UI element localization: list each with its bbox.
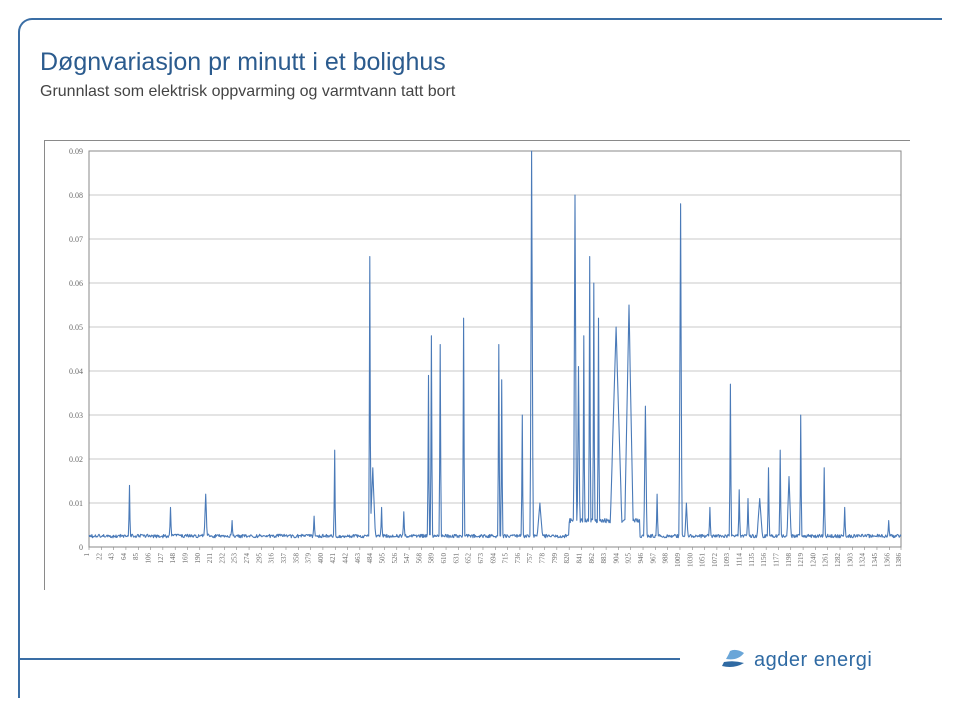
- svg-text:295: 295: [255, 553, 263, 564]
- svg-text:883: 883: [600, 553, 608, 564]
- line-chart: 0 0.01 0.02 0.03 0.04 0.05 0.06 0.07 0.08 0.09 1 22…: [44, 140, 910, 590]
- svg-text:1198: 1198: [785, 553, 793, 567]
- svg-text:1030: 1030: [686, 553, 694, 568]
- svg-text:1051: 1051: [699, 553, 707, 568]
- svg-text:0.04: 0.04: [69, 367, 83, 376]
- svg-text:715: 715: [502, 553, 510, 564]
- slide-subtitle: Grunnlast som elektrisk oppvarming og va…: [40, 83, 920, 101]
- svg-text:736: 736: [514, 553, 522, 564]
- svg-text:148: 148: [169, 553, 177, 564]
- svg-text:589: 589: [428, 553, 436, 564]
- svg-text:1303: 1303: [846, 553, 854, 568]
- slide-title: Døgnvariasjon pr minutt i et bolighus: [40, 48, 920, 77]
- svg-text:862: 862: [588, 553, 596, 564]
- svg-text:946: 946: [637, 553, 645, 564]
- svg-text:211: 211: [206, 553, 214, 564]
- svg-text:85: 85: [132, 553, 140, 561]
- svg-text:190: 190: [194, 553, 202, 564]
- svg-text:1177: 1177: [772, 553, 780, 567]
- svg-text:568: 568: [415, 553, 423, 564]
- svg-text:463: 463: [354, 553, 362, 564]
- svg-text:1: 1: [83, 553, 91, 557]
- svg-text:0.03: 0.03: [69, 411, 83, 420]
- chart-svg: 0 0.01 0.02 0.03 0.04 0.05 0.06 0.07 0.08 0.09 1 22…: [45, 141, 911, 591]
- svg-text:1093: 1093: [723, 553, 731, 568]
- svg-text:127: 127: [157, 553, 165, 564]
- svg-text:22: 22: [95, 553, 103, 561]
- svg-text:0.09: 0.09: [69, 147, 83, 156]
- svg-text:379: 379: [305, 553, 313, 564]
- svg-text:1009: 1009: [674, 553, 682, 568]
- svg-text:673: 673: [477, 553, 485, 564]
- slide-content: Døgnvariasjon pr minutt i et bolighus Gr…: [40, 40, 920, 676]
- svg-text:799: 799: [551, 553, 559, 564]
- svg-text:43: 43: [108, 553, 116, 561]
- svg-text:400: 400: [317, 553, 325, 564]
- svg-text:232: 232: [218, 553, 226, 564]
- svg-text:1261: 1261: [822, 553, 830, 568]
- svg-text:1135: 1135: [748, 553, 756, 567]
- brand-logo: agder energi: [684, 644, 914, 674]
- svg-text:106: 106: [145, 553, 153, 564]
- svg-text:442: 442: [342, 553, 350, 564]
- svg-text:841: 841: [575, 553, 583, 564]
- svg-text:169: 169: [181, 553, 189, 564]
- svg-text:967: 967: [649, 553, 657, 564]
- svg-text:0: 0: [79, 543, 83, 552]
- svg-text:610: 610: [440, 553, 448, 564]
- svg-text:0.01: 0.01: [69, 499, 83, 508]
- logo-icon: [722, 650, 744, 667]
- svg-text:526: 526: [391, 553, 399, 564]
- svg-text:1114: 1114: [736, 553, 744, 567]
- svg-text:778: 778: [539, 553, 547, 564]
- svg-text:0.08: 0.08: [69, 191, 83, 200]
- svg-text:0.06: 0.06: [69, 279, 83, 288]
- svg-text:1072: 1072: [711, 553, 719, 568]
- svg-text:757: 757: [526, 553, 534, 564]
- svg-text:1282: 1282: [834, 553, 842, 568]
- svg-text:988: 988: [662, 553, 670, 564]
- svg-text:1386: 1386: [895, 553, 903, 568]
- svg-text:904: 904: [612, 553, 620, 564]
- svg-text:0.02: 0.02: [69, 455, 83, 464]
- svg-text:694: 694: [489, 553, 497, 564]
- svg-text:1219: 1219: [797, 553, 805, 568]
- svg-text:1324: 1324: [859, 553, 867, 568]
- svg-text:64: 64: [120, 553, 128, 561]
- svg-text:925: 925: [625, 553, 633, 564]
- svg-text:337: 337: [280, 553, 288, 564]
- svg-text:1366: 1366: [883, 553, 891, 568]
- logo-text: agder energi: [754, 649, 872, 671]
- svg-text:547: 547: [403, 553, 411, 564]
- svg-text:358: 358: [292, 553, 300, 564]
- svg-text:253: 253: [231, 553, 239, 564]
- svg-text:0.07: 0.07: [69, 235, 83, 244]
- svg-text:820: 820: [563, 553, 571, 564]
- svg-text:631: 631: [452, 553, 460, 564]
- svg-text:1156: 1156: [760, 553, 768, 567]
- svg-text:1345: 1345: [871, 553, 879, 568]
- svg-text:505: 505: [378, 553, 386, 564]
- svg-text:1240: 1240: [809, 553, 817, 568]
- svg-text:274: 274: [243, 553, 251, 564]
- svg-text:652: 652: [465, 553, 473, 564]
- svg-text:421: 421: [329, 553, 337, 564]
- svg-text:0.05: 0.05: [69, 323, 83, 332]
- svg-text:316: 316: [268, 553, 276, 564]
- svg-text:484: 484: [366, 553, 374, 564]
